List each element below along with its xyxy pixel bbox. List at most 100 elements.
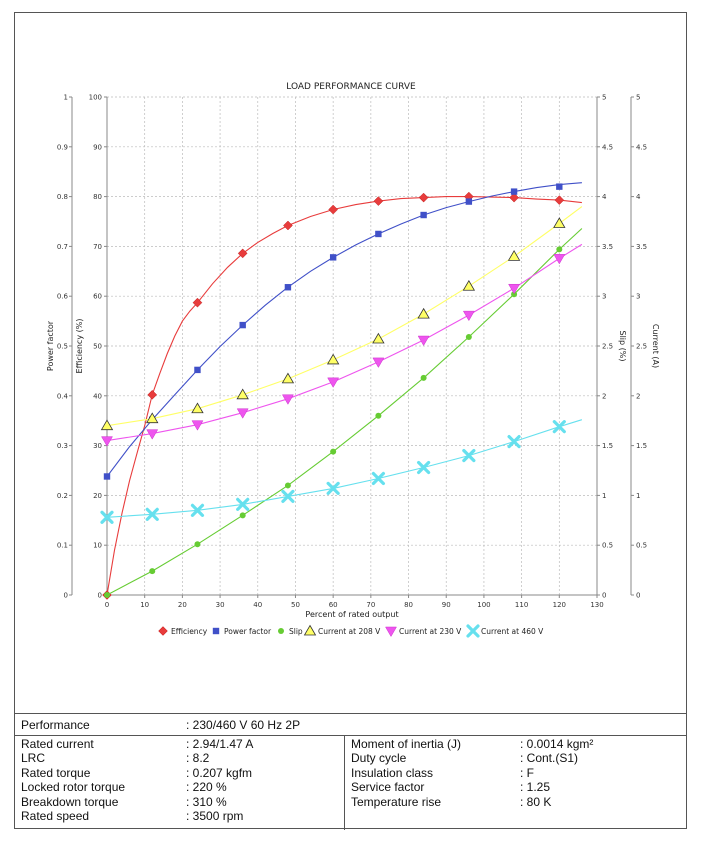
legend-label-current-at-460-v: Current at 460 V [481, 627, 544, 636]
slip-point [375, 412, 382, 419]
performance-row: Performance : 230/460 V 60 Hz 2P [14, 714, 687, 736]
x-tick-label: 100 [477, 601, 490, 609]
current-at-208-v-point [462, 279, 476, 291]
current-at-460-v-line [107, 419, 583, 518]
current-at-460-v-point [281, 489, 295, 503]
current-at-208-v-point [417, 307, 430, 319]
x-tick-label: 20 [178, 601, 187, 609]
current-at-208-v-line [107, 206, 583, 427]
power-factor-tick-label: 0.9 [57, 143, 68, 151]
spec-label: Service factor [351, 780, 425, 795]
current-tick-label: 1.5 [636, 442, 647, 450]
slip-axis-title: Slip (%) [618, 331, 627, 362]
current-at-460-v-point [417, 460, 431, 475]
efficiency-tick-label: 100 [89, 94, 102, 102]
legend-marker-current-at-230-v [385, 626, 397, 637]
current-at-460-v-point [236, 497, 250, 511]
x-marker-stroke [466, 624, 480, 638]
legend-label-slip: Slip [289, 627, 303, 636]
current-tick-label: 0 [636, 592, 640, 600]
efficiency-tick-label: 30 [93, 442, 102, 450]
current-axis-title: Current (A) [651, 324, 660, 368]
x-tick-label: 90 [442, 601, 451, 609]
spec-value: : F [520, 765, 534, 780]
current-tick-label: 2.5 [636, 343, 647, 351]
legend-marker-power-factor [212, 627, 220, 635]
x-tick-label: 60 [329, 601, 338, 609]
current-at-230-v-point [281, 394, 294, 405]
efficiency-point [328, 204, 339, 215]
x-marker-stroke [281, 489, 295, 503]
efficiency-tick-label: 80 [93, 193, 102, 201]
x-marker-stroke [417, 460, 431, 475]
spec-value: : 3500 rpm [186, 809, 244, 823]
slip-tick-label: 2 [602, 392, 606, 400]
spec-value: : 220 % [186, 780, 227, 795]
legend-label-current-at-230-v: Current at 230 V [399, 627, 462, 636]
x-tick-label: 130 [590, 601, 603, 609]
current-tick-label: 4 [636, 193, 641, 201]
efficiency-tick-label: 70 [93, 243, 102, 251]
spec-value: : 1.25 [520, 780, 551, 795]
efficiency-tick-label: 60 [93, 293, 102, 301]
power-factor-tick-label: 0.6 [57, 293, 69, 301]
power-factor-point [103, 473, 111, 480]
spec-value: : 310 % [186, 794, 227, 809]
x-marker-stroke [462, 448, 476, 463]
current-at-230-v-point [508, 283, 521, 295]
current-at-460-v-point [371, 471, 385, 486]
efficiency-point [418, 192, 429, 203]
current-at-460-v-point [507, 435, 521, 449]
legend-label-efficiency: Efficiency [171, 627, 208, 636]
slip-tick-label: 1.5 [602, 442, 613, 450]
efficiency-point [554, 195, 565, 205]
slip-tick-label: 4.5 [602, 143, 613, 151]
slip-point [104, 592, 110, 598]
current-at-208-v-point [236, 388, 249, 400]
current-at-230-v-point [553, 254, 566, 265]
power-factor-point [510, 188, 518, 195]
slip-point [149, 568, 156, 575]
efficiency-point [283, 220, 293, 231]
power-factor-point [556, 183, 563, 190]
x-marker-stroke [100, 510, 114, 524]
performance-value: : 230/460 V 60 Hz 2P [186, 718, 301, 732]
power-factor-tick-label: 1 [64, 94, 68, 102]
slip-tick-label: 0.5 [602, 542, 613, 550]
power-factor-tick-label: 0.8 [57, 193, 68, 201]
slip-point [465, 334, 472, 341]
power-factor-tick-label: 0.4 [57, 392, 69, 400]
x-tick-label: 70 [366, 601, 375, 609]
efficiency-tick-label: 90 [93, 143, 102, 151]
slip-tick-label: 3.5 [602, 243, 613, 251]
spec-label: Rated torque [21, 765, 91, 780]
efficiency-tick-label: 40 [93, 392, 102, 400]
power-factor-point [239, 321, 246, 329]
current-tick-label: 5 [636, 94, 640, 102]
x-tick-label: 40 [253, 601, 262, 609]
slip-point [556, 246, 563, 253]
slip-line [107, 228, 583, 595]
slip-point [330, 448, 337, 455]
power-factor-point [420, 211, 427, 219]
x-axis-label: Percent of rated output [305, 610, 398, 619]
spec-value: : 0.0014 kgm² [520, 737, 594, 751]
load-performance-chart: LOAD PERFORMANCE CURVE 0 10 20 30 40 50 60 70 80… [46, 82, 660, 638]
power-factor-tick-label: 0.1 [57, 542, 68, 550]
efficiency-point [373, 196, 384, 206]
current-at-230-v-point [462, 310, 475, 322]
current-at-208-v-point [326, 353, 340, 365]
current-tick-label: 2 [636, 392, 640, 400]
spec-value: : 8.2 [186, 751, 210, 766]
power-factor-point [465, 198, 473, 205]
specs-column-divider [344, 736, 345, 830]
spec-label: Insulation class [351, 765, 434, 780]
legend-marker-slip [278, 628, 284, 634]
x-tick-label: 80 [404, 601, 413, 609]
current-at-208-v-point [372, 332, 385, 344]
x-marker-stroke [145, 507, 159, 521]
power-factor-tick-label: 0.7 [57, 243, 68, 251]
efficiency-tick-label: 20 [93, 492, 102, 500]
x-marker-stroke [507, 435, 521, 449]
x-tick-label: 110 [515, 601, 528, 609]
